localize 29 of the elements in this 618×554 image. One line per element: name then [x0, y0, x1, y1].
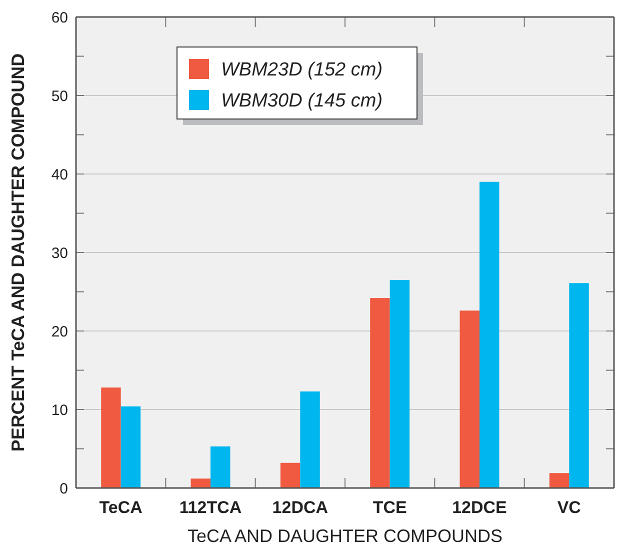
y-tick-label: 20 [51, 323, 68, 340]
bar [300, 391, 320, 488]
x-tick-label: 112TCA [179, 498, 242, 517]
bar [390, 280, 410, 488]
bar [120, 406, 141, 488]
bar [210, 446, 230, 488]
legend-label: WBM23D (152 cm) [221, 60, 383, 81]
y-tick-label: 0 [60, 480, 68, 498]
bar [370, 298, 390, 488]
x-tick-label: 12DCA [272, 498, 328, 517]
bar [569, 283, 589, 488]
y-axis-title: PERCENT TeCA AND DAUGHTER COMPOUND [8, 53, 28, 452]
legend-label: WBM30D (145 cm) [221, 90, 383, 112]
y-tick-label: 10 [51, 402, 68, 419]
x-tick-label: TeCA [99, 498, 142, 517]
y-tick-label: 30 [51, 244, 68, 262]
y-tick-label: 60 [51, 9, 68, 26]
x-tick-label: VC [557, 498, 581, 517]
x-tick-label: TCE [372, 498, 407, 517]
bar [460, 310, 480, 488]
bar [190, 478, 210, 488]
y-tick-label: 40 [51, 166, 68, 184]
bar [101, 388, 121, 488]
bar [549, 473, 570, 488]
bar [480, 182, 500, 488]
y-tick-label: 50 [51, 88, 68, 105]
x-axis-title: TeCA AND DAUGHTER COMPOUNDS [187, 526, 503, 546]
bar [280, 462, 300, 488]
x-tick-label: 12DCE [452, 498, 507, 517]
